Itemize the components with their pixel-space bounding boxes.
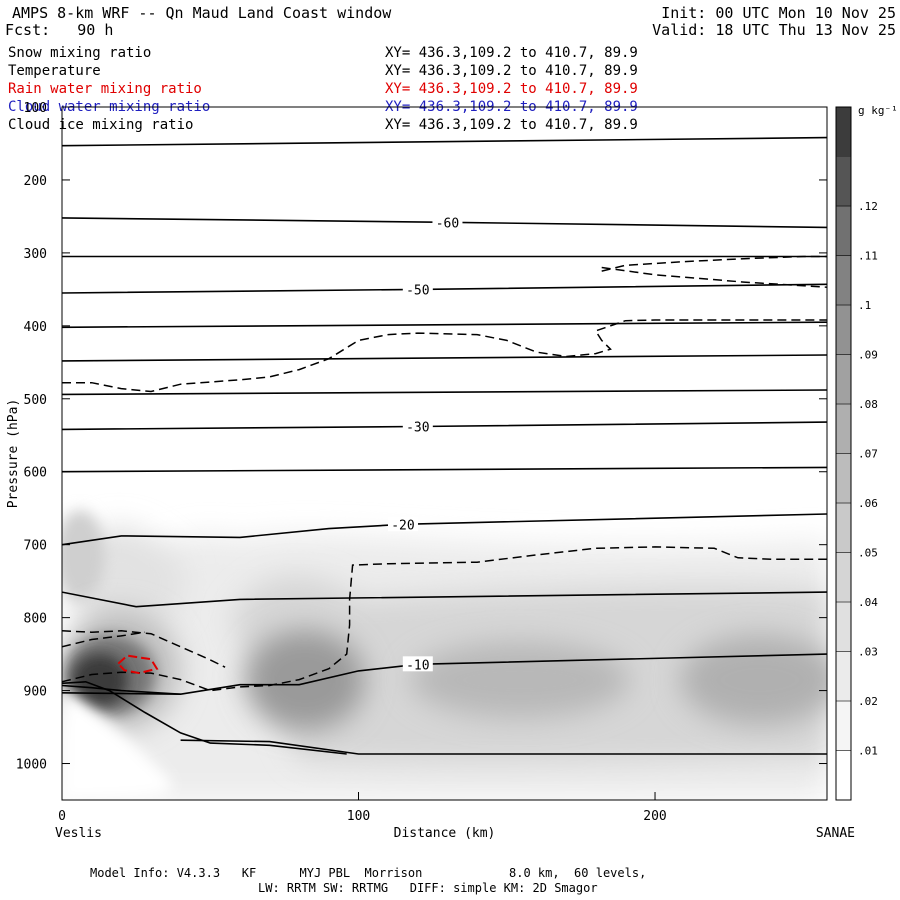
y-tick-label: 900 bbox=[24, 685, 47, 700]
legend-xy-rain: XY= 436.3,109.2 to 410.7, 89.9 bbox=[385, 81, 638, 97]
isotherm-line bbox=[62, 513, 827, 546]
left-endpoint-label: Veslis bbox=[55, 826, 102, 841]
legend-xy-snow: XY= 436.3,109.2 to 410.7, 89.9 bbox=[385, 45, 638, 61]
snow-shading bbox=[62, 510, 827, 800]
y-tick-label: 600 bbox=[24, 466, 47, 481]
isotherm-line bbox=[62, 283, 827, 294]
isotherm-line bbox=[62, 466, 827, 473]
rain-contour bbox=[117, 654, 159, 675]
legend-xy-temperature: XY= 436.3,109.2 to 410.7, 89.9 bbox=[385, 63, 638, 79]
legend-name-rain: Rain water mixing ratio bbox=[8, 81, 202, 97]
colorbar-swatch bbox=[836, 156, 851, 207]
y-tick-label: 500 bbox=[24, 393, 47, 408]
colorbar-level-label: .02 bbox=[858, 695, 878, 708]
isotherm-line bbox=[62, 321, 827, 329]
valid-time: Valid: 18 UTC Thu 13 Nov 25 bbox=[652, 21, 896, 39]
colorbar-swatch bbox=[836, 206, 851, 256]
legend-name-snow: Snow mixing ratio bbox=[8, 45, 152, 61]
colorbar-swatch bbox=[836, 255, 851, 306]
right-endpoint-label: SANAE bbox=[816, 826, 855, 841]
y-tick-label: 1000 bbox=[16, 758, 47, 773]
colorbar-swatch bbox=[836, 503, 851, 553]
isotherm-label-bg bbox=[432, 214, 463, 230]
chart-title: AMPS 8-km WRF -- Qn Maud Land Coast wind… bbox=[12, 4, 392, 22]
terrain-line bbox=[62, 680, 347, 755]
colorbar-level-label: .12 bbox=[858, 200, 878, 213]
isotherm-line bbox=[62, 389, 827, 396]
colorbar-level-label: .07 bbox=[858, 448, 878, 461]
isotherm-label-bg bbox=[402, 418, 433, 434]
colorbar-level-label: .11 bbox=[858, 250, 878, 263]
colorbar-swatch bbox=[836, 552, 851, 603]
colorbar-swatch bbox=[836, 404, 851, 454]
model-info-line2: LW: RRTM SW: RRTMG DIFF: simple KM: 2D S… bbox=[258, 881, 598, 895]
x-tick-label: 200 bbox=[643, 809, 666, 824]
model-info-line1: Model Info: V4.3.3 KF MYJ PBL Morrison 8… bbox=[90, 866, 647, 880]
isotherm-label-bg bbox=[387, 516, 418, 532]
isotherm-label: -30 bbox=[406, 421, 429, 436]
isotherm-label: -60 bbox=[436, 216, 459, 231]
colorbar: .01 .02 .03 .04 .05 .06 .07 .08 .09 .1 .11 .12 g kg⁻… bbox=[835, 104, 898, 801]
colorbar-swatch bbox=[836, 750, 851, 801]
isotherm-line bbox=[62, 136, 827, 147]
colorbar-level-label: .03 bbox=[858, 646, 878, 659]
isotherm-label: -10 bbox=[406, 658, 429, 673]
isotherm-line bbox=[62, 354, 827, 362]
x-axis-label: Distance (km) bbox=[394, 826, 496, 841]
isotherm-label-bg bbox=[402, 656, 433, 672]
x-tick-label: 0 bbox=[58, 809, 66, 824]
snow-contour-dashed bbox=[62, 630, 226, 668]
x-tick-label: 100 bbox=[347, 809, 370, 824]
colorbar-swatch bbox=[836, 651, 851, 702]
isotherm-line bbox=[62, 591, 827, 608]
colorbar-level-label: .1 bbox=[858, 299, 871, 312]
colorbar-swatch bbox=[836, 354, 851, 405]
y-tick-label: 800 bbox=[24, 612, 47, 627]
legend-xy-cloud-ice: XY= 436.3,109.2 to 410.7, 89.9 bbox=[385, 117, 638, 133]
isotherm-line bbox=[62, 421, 827, 431]
y-tick-label: 100 bbox=[24, 101, 47, 116]
colorbar-level-label: .04 bbox=[858, 596, 878, 609]
y-tick-label: 700 bbox=[24, 539, 47, 554]
colorbar-units: g kg⁻¹ bbox=[858, 104, 898, 117]
snow-contour-dashed bbox=[62, 631, 146, 648]
y-tick-label: 200 bbox=[24, 174, 47, 189]
colorbar-swatch bbox=[836, 107, 851, 157]
colorbar-level-label: .08 bbox=[858, 398, 878, 411]
snow-contour-dashed bbox=[62, 546, 827, 692]
colorbar-level-label: .06 bbox=[858, 497, 878, 510]
isotherm-label-bg bbox=[402, 281, 433, 297]
colorbar-swatch bbox=[836, 602, 851, 652]
colorbar-swatch bbox=[836, 305, 851, 355]
colorbar-swatch bbox=[836, 453, 851, 504]
terrain-line bbox=[180, 739, 827, 755]
contour-layer: -60 -50 -30 -20 -10 bbox=[62, 136, 827, 755]
legend-name-cloud-ice: Cloud ice mixing ratio bbox=[8, 117, 194, 133]
colorbar-swatch bbox=[836, 701, 851, 751]
colorbar-level-label: .01 bbox=[858, 745, 878, 758]
y-tick-label: 400 bbox=[24, 320, 47, 335]
y-axis-label: Pressure (hPa) bbox=[6, 399, 21, 509]
colorbar-level-label: .05 bbox=[858, 547, 878, 560]
init-time: Init: 00 UTC Mon 10 Nov 25 bbox=[661, 4, 896, 22]
isotherm-label: -50 bbox=[406, 283, 429, 298]
plot-frame bbox=[61, 106, 828, 801]
isotherm-label: -20 bbox=[391, 518, 414, 533]
axes: 100 200 300 400 500 600 700 800 900 1000 0 100 200 Di… bbox=[6, 101, 855, 841]
legend-name-temperature: Temperature bbox=[8, 63, 101, 79]
forecast-hour: Fcst: 90 h bbox=[5, 21, 114, 39]
snow-contour-dashed bbox=[62, 319, 827, 393]
colorbar-level-label: .09 bbox=[858, 349, 878, 362]
y-tick-label: 300 bbox=[24, 247, 47, 262]
snow-contour-dashed bbox=[601, 255, 827, 272]
